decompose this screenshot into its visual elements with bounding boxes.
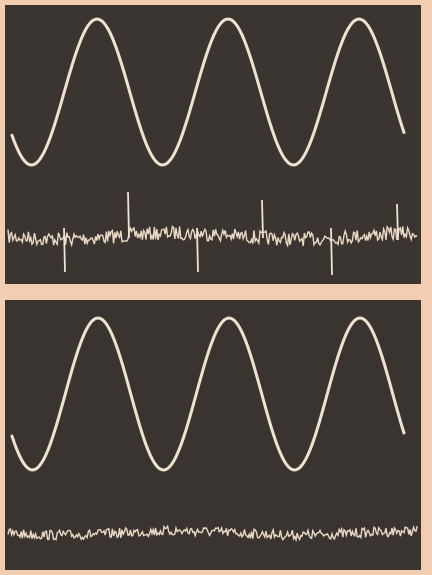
page: (() => { const sine = (x0, x1, cy, amp, … <box>0 0 432 575</box>
spike <box>397 204 398 240</box>
spike <box>64 228 65 272</box>
spike <box>197 228 198 272</box>
spike <box>331 228 332 275</box>
oscilloscope-photo <box>0 0 432 575</box>
spike <box>262 200 263 238</box>
spike <box>128 192 129 238</box>
